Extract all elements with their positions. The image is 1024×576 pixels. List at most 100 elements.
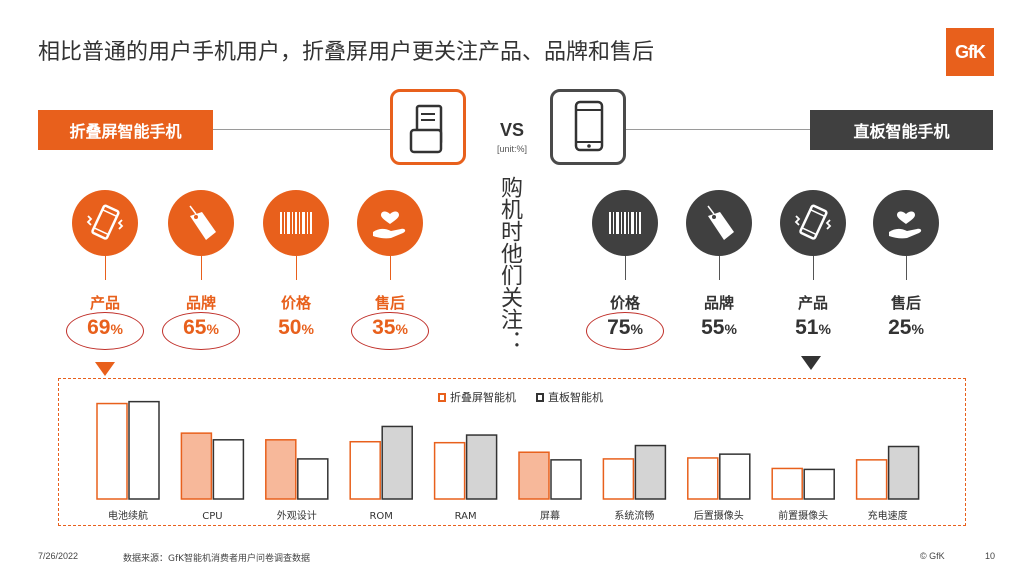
foldable-banner: 折叠屏智能手机 xyxy=(38,110,213,150)
heart-hand-icon xyxy=(889,211,922,239)
attribute-percent-value: 55 xyxy=(701,316,725,339)
page-number: 10 xyxy=(985,551,996,561)
attribute-percent: 25% xyxy=(861,316,951,340)
bar-bar-phone xyxy=(128,400,160,500)
legend-swatch xyxy=(536,392,544,402)
x-tick-label: CPU xyxy=(202,511,222,522)
attribute-icon-circle xyxy=(873,190,939,256)
comparison-bar-chart: 电池续航 CPU 外观设计 ROM RAM 屏幕 系统流畅 后置摄像头 前置摄像头 充电速度 xyxy=(96,400,920,522)
bar-bar-phone xyxy=(212,439,245,500)
attribute-label: 品牌 xyxy=(185,294,216,312)
attribute-label: 价格 xyxy=(609,294,640,312)
attribute-label: 产品 xyxy=(797,294,828,312)
attribute-label: 售后 xyxy=(374,294,405,312)
highlight-oval xyxy=(586,312,664,350)
barcode-icon xyxy=(280,212,312,234)
bar-foldable xyxy=(687,457,719,500)
footer-source: 数据来源：GfK智能机消费者用户问卷调查数据 xyxy=(123,554,311,564)
bar-bar-phone xyxy=(297,458,329,500)
heart-hand-icon xyxy=(373,211,406,239)
x-tick-label: RAM xyxy=(455,511,477,522)
attribute-percent: 50% xyxy=(251,316,341,340)
attribute-label: 产品 xyxy=(89,294,120,312)
footer-date: 7/26/2022 xyxy=(38,551,79,561)
attribute-stem xyxy=(813,256,814,280)
x-tick-label: 前置摄像头 xyxy=(778,509,828,522)
attribute-stem xyxy=(390,256,391,280)
vibrating-phone-icon xyxy=(86,204,124,240)
price-tag-icon xyxy=(189,205,216,240)
bar-foldable xyxy=(349,440,381,500)
gfk-logo: GfK xyxy=(946,28,994,76)
foldable-connector-line xyxy=(213,129,390,130)
bar-bar-phone xyxy=(887,445,920,500)
attribute-percent-value: 50 xyxy=(278,316,302,339)
bar-bar-phone xyxy=(719,453,751,500)
percent-unit: % xyxy=(911,321,924,337)
vertical-caption: 购机时他们关注： xyxy=(497,176,522,352)
attribute-label: 价格 xyxy=(280,294,311,312)
attribute-icon-circle xyxy=(592,190,658,256)
bar-foldable xyxy=(433,441,466,500)
attribute-stem xyxy=(719,256,720,280)
bar-phone-banner: 直板智能手机 xyxy=(810,110,993,150)
bar-phone-device-box xyxy=(550,89,626,165)
bar-bar-phone xyxy=(381,425,413,500)
attribute-icon-circle xyxy=(72,190,138,256)
bar-foldable xyxy=(96,402,128,500)
attribute-label: 品牌 xyxy=(703,294,734,312)
attribute-percent-value: 25 xyxy=(888,316,912,339)
percent-unit: % xyxy=(818,321,831,337)
chart-legend: 折叠屏智能机 直板智能机 xyxy=(438,389,603,405)
bar-bar-phone xyxy=(634,444,667,500)
percent-unit: % xyxy=(724,321,737,337)
bar-foldable xyxy=(602,458,635,500)
legend-item-foldable: 折叠屏智能机 xyxy=(438,389,516,405)
highlight-oval xyxy=(351,312,429,350)
highlight-oval xyxy=(66,312,144,350)
chart-frame xyxy=(58,378,966,526)
bar-foldable xyxy=(518,451,550,500)
bar-phone-connector-line xyxy=(626,129,810,130)
foldable-device-box xyxy=(390,89,466,165)
attribute-icon-circle xyxy=(357,190,423,256)
attribute-percent: 55% xyxy=(674,316,764,340)
bar-foldable xyxy=(265,439,297,500)
bar-bar-phone xyxy=(465,434,498,500)
foldable-phone-icon xyxy=(409,104,443,154)
legend-label: 折叠屏智能机 xyxy=(450,391,516,404)
price-tag-icon xyxy=(707,205,734,240)
attribute-icon-circle xyxy=(686,190,752,256)
unit-label: [unit:%] xyxy=(496,144,527,154)
vibrating-phone-icon xyxy=(794,204,832,240)
highlight-oval xyxy=(162,312,240,350)
legend-item-bar-phone: 直板智能机 xyxy=(536,389,603,405)
bar-foldable xyxy=(855,459,888,500)
x-tick-label: 电池续航 xyxy=(108,509,148,522)
bar-phone-icon xyxy=(574,100,604,152)
down-arrow-icon xyxy=(95,362,115,376)
x-tick-label: 后置摄像头 xyxy=(694,509,744,522)
percent-unit: % xyxy=(301,321,314,337)
attribute-stem xyxy=(625,256,626,280)
x-tick-label: 外观设计 xyxy=(277,509,317,522)
page-title: 相比普通的用户手机用户，折叠屏用户更关注产品、品牌和售后 xyxy=(38,40,655,65)
legend-swatch xyxy=(438,392,446,402)
x-tick-label: 充电速度 xyxy=(868,509,908,522)
legend-label: 直板智能机 xyxy=(548,391,603,404)
attribute-stem xyxy=(906,256,907,280)
footer-copyright: © GfK xyxy=(920,551,945,561)
down-arrow-icon xyxy=(801,356,821,370)
attribute-stem xyxy=(201,256,202,280)
attribute-percent-value: 51 xyxy=(795,316,819,339)
bar-foldable xyxy=(771,467,803,500)
vs-label: VS xyxy=(499,120,524,140)
x-tick-label: 系统流畅 xyxy=(614,509,654,522)
bar-bar-phone xyxy=(550,459,582,500)
bar-bar-phone xyxy=(803,468,835,500)
attribute-label: 售后 xyxy=(890,294,921,312)
attribute-icon-circle xyxy=(263,190,329,256)
x-tick-label: ROM xyxy=(369,511,392,522)
attribute-icon-circle xyxy=(780,190,846,256)
attribute-icon-circle xyxy=(168,190,234,256)
